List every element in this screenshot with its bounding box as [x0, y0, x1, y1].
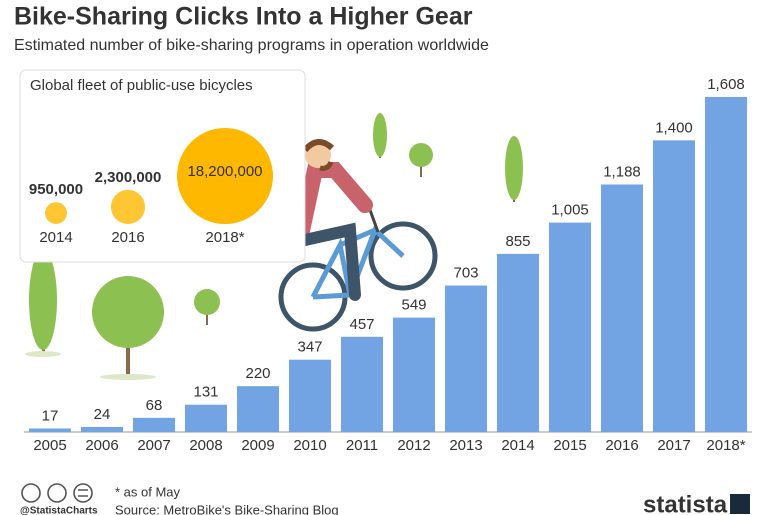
chart-subtitle: Estimated number of bike-sharing program…: [14, 37, 489, 54]
bubble: [45, 202, 67, 225]
value-label: 855: [505, 233, 530, 250]
x-tick-label: 2007: [137, 437, 170, 454]
value-label: 347: [297, 339, 322, 356]
bar: [81, 427, 123, 432]
value-label: 1,608: [707, 76, 745, 93]
value-label: 1,400: [655, 119, 693, 136]
bubble: [110, 189, 146, 224]
bar: [393, 317, 435, 432]
x-tick-label: 2014: [39, 229, 72, 246]
value-label: 220: [245, 365, 270, 382]
value-label: 131: [193, 384, 218, 401]
inset-title: Global fleet of public-use bicycles: [30, 77, 253, 94]
x-tick-label: 2005: [33, 437, 66, 454]
source: Source: MetroBike's Bike-Sharing Blog: [115, 502, 339, 515]
bar: [185, 404, 227, 432]
value-label: 549: [401, 297, 426, 314]
brand-logo: [730, 494, 750, 514]
footnote: * as of May: [115, 484, 181, 499]
bubble: [177, 128, 273, 224]
x-tick-label: 2018*: [205, 229, 244, 246]
cc-icons: [21, 483, 93, 503]
bubble-chart: 950,000 2014 2,300,000 2016 18,200,000 2018*: [29, 128, 273, 246]
bar: [653, 140, 695, 433]
bar: [705, 97, 747, 432]
bar: [289, 359, 331, 432]
bar: [445, 285, 487, 432]
value-label: 457: [349, 316, 374, 333]
decoration-trees: [25, 113, 523, 380]
bar: [497, 253, 539, 432]
x-tick-label: 2015: [553, 437, 586, 454]
value-label: 1,005: [551, 202, 589, 219]
value-label: 950,000: [29, 181, 83, 198]
x-tick-label: 2006: [85, 437, 118, 454]
value-label: 68: [146, 397, 163, 414]
x-tick-label: 2011: [346, 437, 378, 454]
value-label: 703: [453, 265, 478, 282]
bar: [601, 184, 643, 432]
bar: [29, 428, 71, 432]
x-tick-label: 2016: [111, 229, 144, 246]
x-tick-label: 2018*: [706, 437, 745, 454]
x-tick-label: 2012: [397, 437, 430, 454]
x-tick-label: 2009: [241, 437, 274, 454]
bar: [133, 417, 175, 432]
bar: [341, 336, 383, 432]
value-label: 1,188: [603, 163, 641, 180]
value-label: 17: [42, 407, 59, 424]
value-label: 18,200,000: [187, 163, 262, 180]
x-tick-label: 2016: [605, 437, 638, 454]
bar-chart: 17 2005 24 2006 68 2007 131 2008 220 2009 347 2010 4…: [24, 76, 752, 454]
x-tick-label: 2010: [293, 437, 326, 454]
brand: statista: [643, 491, 728, 515]
x-tick-label: 2008: [189, 437, 222, 454]
chart-title: Bike-Sharing Clicks Into a Higher Gear: [14, 3, 473, 31]
bar: [549, 222, 591, 432]
bar: [237, 386, 279, 432]
value-label: 24: [94, 406, 111, 423]
value-label: 2,300,000: [95, 169, 162, 186]
x-tick-label: 2013: [449, 437, 482, 454]
decoration-cyclist: [278, 139, 438, 332]
x-tick-label: 2014: [501, 437, 534, 454]
x-tick-label: 2017: [657, 437, 690, 454]
handle: @StatistaCharts: [20, 506, 98, 515]
